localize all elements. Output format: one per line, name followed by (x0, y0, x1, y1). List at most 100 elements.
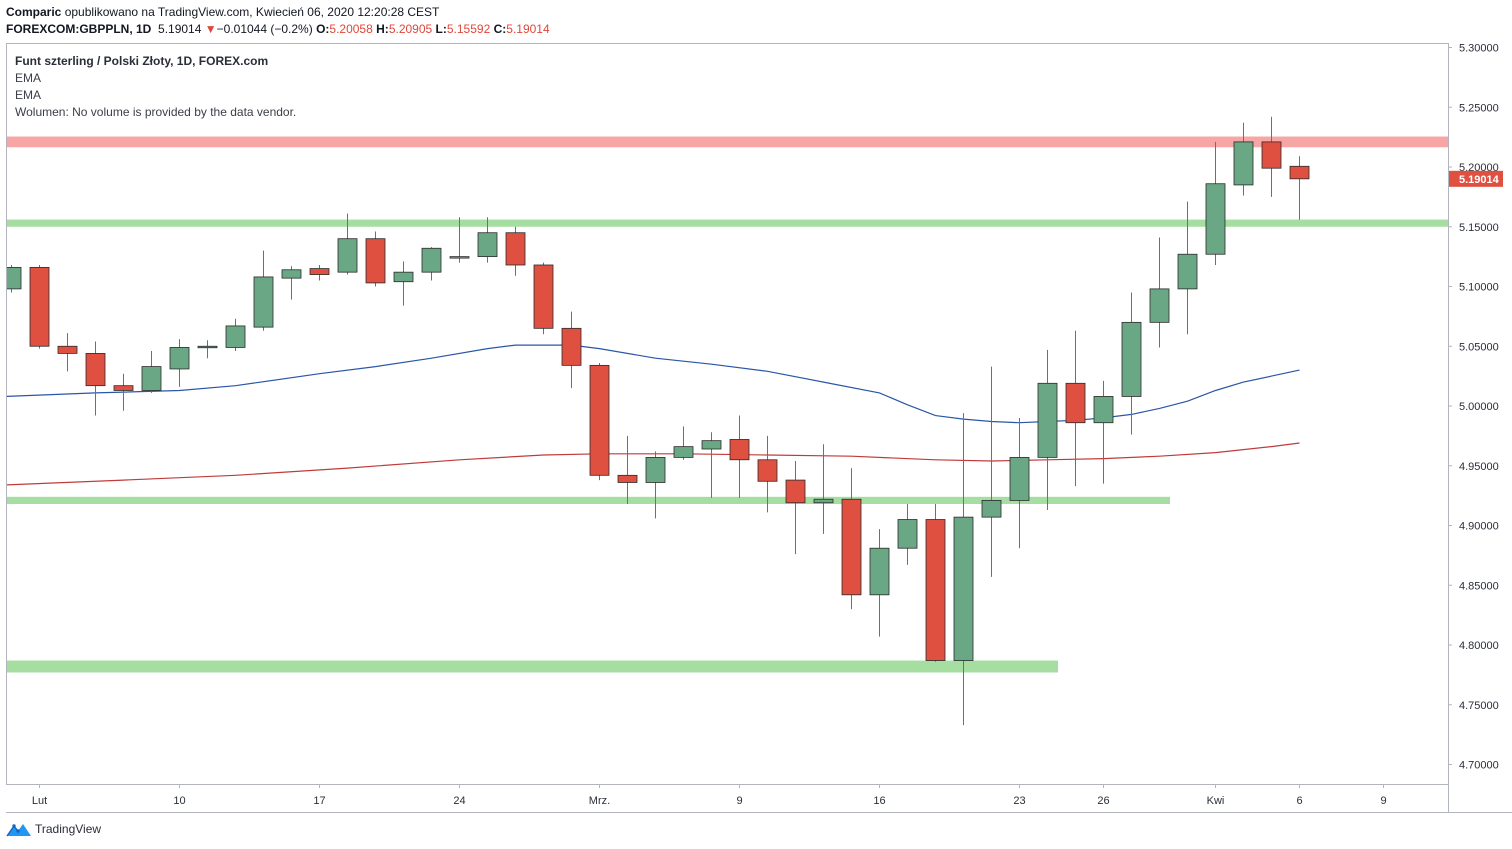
x-tick-label: 24 (453, 795, 465, 807)
y-tick-label: 5.25000 (1459, 102, 1499, 114)
candle (897, 503, 918, 565)
candle (533, 262, 554, 335)
candle-body (953, 516, 974, 661)
y-tick-label: 4.80000 (1459, 640, 1499, 652)
candle (1065, 330, 1086, 487)
close-value: 5.19014 (506, 22, 550, 36)
candle-body (421, 247, 442, 273)
candle-body (169, 347, 190, 370)
high-value: 5.20905 (388, 22, 433, 36)
legend-ema-2[interactable]: EMA (15, 88, 42, 102)
candle (1037, 349, 1058, 510)
y-tick-label: 4.70000 (1459, 760, 1499, 772)
candle-body (785, 479, 806, 504)
candle (309, 264, 330, 281)
candle-body (673, 446, 694, 458)
candle (1205, 141, 1226, 265)
price-change: −0.01044 (−0.2%) (216, 22, 313, 36)
candle (953, 413, 974, 726)
candle (1289, 156, 1310, 220)
candle-body (85, 353, 106, 387)
candle (841, 468, 862, 610)
open-label: O: (316, 22, 330, 36)
candle-body (197, 345, 218, 349)
candle-body (701, 440, 722, 450)
candle-body (1093, 396, 1114, 424)
candle (1093, 380, 1114, 484)
candle-body (57, 345, 78, 354)
y-tick-label: 4.85000 (1459, 580, 1499, 592)
candle (113, 373, 134, 411)
close-label: C: (493, 22, 507, 36)
y-tick-label: 5.30000 (1459, 43, 1499, 55)
candle (449, 217, 470, 263)
last-price-tag-label: 5.19014 (1459, 174, 1500, 186)
candle-body (645, 456, 666, 483)
x-tick-label: 9 (736, 795, 742, 807)
candle-body (141, 366, 162, 391)
candle (365, 231, 386, 287)
y-tick-label: 5.05000 (1459, 341, 1499, 353)
candle-body (1149, 288, 1170, 323)
candle-body (1009, 456, 1030, 501)
candle-body (281, 269, 302, 279)
candle (757, 435, 778, 513)
x-tick-label: 17 (313, 795, 325, 807)
symbol-label[interactable]: FOREXCOM:GBPPLN, 1D (6, 22, 152, 36)
tradingview-logo-icon (6, 824, 31, 837)
candle (785, 460, 806, 555)
author-name[interactable]: Comparic (6, 5, 62, 19)
publish-line: Comparic opublikowano na TradingView.com… (6, 5, 439, 19)
candle-body (365, 238, 386, 284)
x-tick-label: 10 (173, 795, 185, 807)
candle-body (1261, 141, 1282, 169)
candle (589, 362, 610, 481)
candle (561, 311, 582, 389)
last-price: 5.19014 (158, 22, 202, 36)
x-tick-label: 26 (1097, 795, 1109, 807)
candle (253, 250, 274, 331)
legend-ema-1[interactable]: EMA (15, 71, 42, 85)
candle (1149, 237, 1170, 348)
candle-body (1205, 183, 1226, 255)
candle-body (449, 256, 470, 259)
y-tick-label: 4.95000 (1459, 461, 1499, 473)
candle-body (253, 276, 274, 328)
y-tick-label: 5.15000 (1459, 222, 1499, 234)
chart-legend: Funt szterling / Polski Złoty, 1D, FOREX… (15, 53, 296, 121)
candle-body (309, 268, 330, 275)
low-label: L: (435, 22, 447, 36)
legend-volume[interactable]: Wolumen: No volume is provided by the da… (15, 105, 297, 119)
candle (169, 339, 190, 387)
candle-body (813, 498, 834, 504)
tradingview-footer[interactable]: TradingView (6, 821, 101, 837)
y-tick-label: 5.00000 (1459, 401, 1499, 413)
candle (281, 266, 302, 300)
candle (1009, 417, 1030, 549)
legend-title: Funt szterling / Polski Złoty, 1D, FOREX… (15, 54, 269, 68)
candle-body (337, 238, 358, 273)
candle (477, 217, 498, 263)
candle (981, 366, 1002, 577)
candle (729, 415, 750, 499)
candle (701, 432, 722, 499)
down-arrow-icon: ▼ (204, 22, 217, 36)
candle-body (897, 519, 918, 549)
y-tick-label: 5.10000 (1459, 282, 1499, 294)
candle (645, 451, 666, 519)
candle (1233, 122, 1254, 196)
candle (869, 529, 890, 637)
candle (7, 264, 22, 293)
x-tick-label: 9 (1380, 795, 1386, 807)
candle (1261, 116, 1282, 197)
candle-body (533, 264, 554, 329)
candle-body (1289, 165, 1310, 180)
candle-body (1037, 382, 1058, 458)
x-tick-label: 16 (873, 795, 885, 807)
high-label: H: (376, 22, 389, 36)
candle-body (1065, 382, 1086, 424)
candle-body (925, 519, 946, 661)
candle-body (1233, 141, 1254, 186)
ema-slow-line (7, 442, 1300, 486)
